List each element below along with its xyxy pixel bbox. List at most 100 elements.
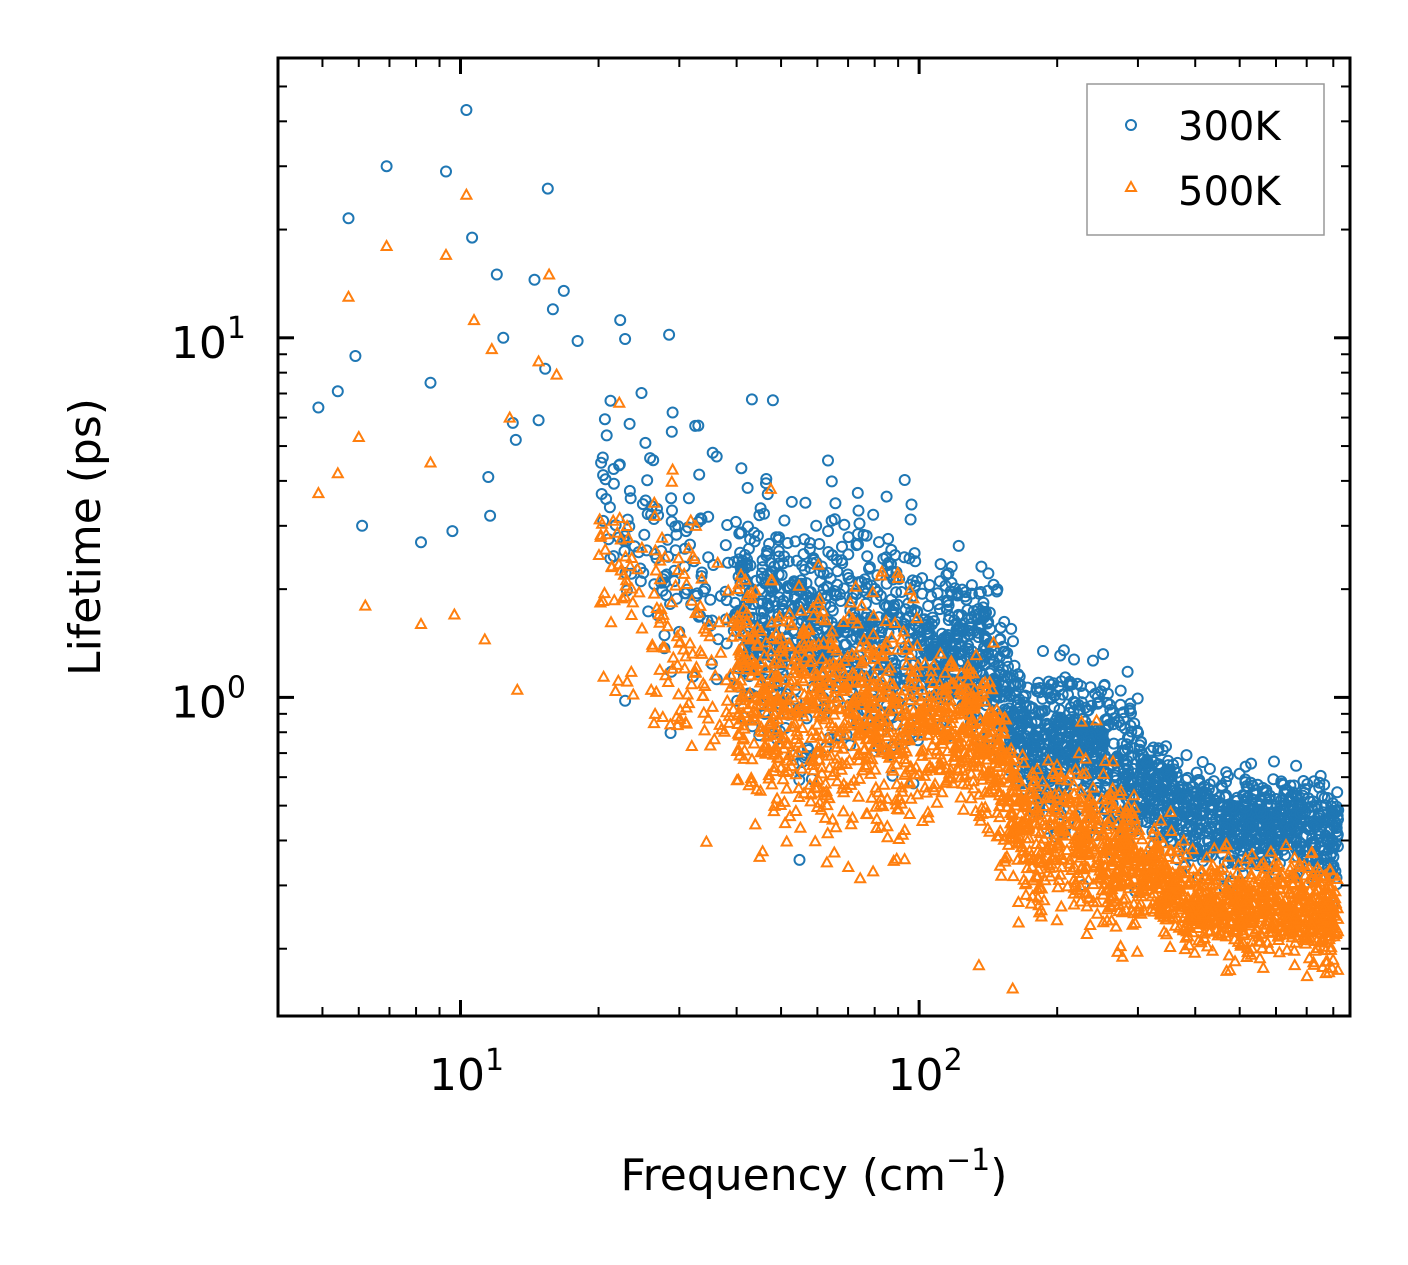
data-point [1199, 794, 1212, 806]
data-point [758, 746, 773, 759]
data-point [697, 621, 711, 634]
data-point [899, 657, 914, 670]
data-point [1163, 844, 1177, 857]
data-point [1153, 772, 1166, 785]
data-point [762, 771, 776, 784]
data-point [920, 626, 933, 639]
data-point [1128, 916, 1142, 929]
data-point [1049, 769, 1063, 782]
data-point [830, 643, 844, 656]
data-point [695, 646, 709, 659]
data-point [986, 648, 999, 661]
data-point [1021, 681, 1034, 694]
data-point [624, 492, 637, 505]
data-point [682, 492, 695, 505]
data-point [596, 593, 610, 606]
data-point [1148, 756, 1161, 768]
data-point [604, 615, 618, 628]
data-point [691, 587, 704, 600]
data-point [982, 616, 995, 629]
data-point [1069, 696, 1082, 709]
data-point [1220, 881, 1234, 894]
data-point [816, 677, 830, 690]
data-point [615, 591, 630, 604]
data-point [1299, 899, 1313, 912]
data-point [794, 603, 808, 616]
data-point [1159, 869, 1173, 882]
data-point [742, 520, 754, 533]
data-point [1132, 822, 1146, 835]
data-point [691, 605, 706, 618]
data-point [906, 591, 921, 604]
data-point [834, 595, 847, 607]
data-point [764, 644, 778, 657]
data-point [1310, 860, 1325, 873]
data-point [940, 692, 955, 705]
data-point [1245, 941, 1259, 954]
data-point [655, 530, 669, 543]
data-point [1163, 804, 1178, 817]
data-point [822, 525, 835, 538]
data-point [688, 551, 702, 564]
data-point [741, 689, 756, 702]
data-point [782, 580, 794, 593]
data-point [1262, 941, 1277, 954]
data-point [810, 519, 823, 532]
data-point [1255, 941, 1269, 954]
data-point [954, 666, 968, 679]
data-point [829, 497, 842, 510]
data-point [684, 513, 698, 526]
data-point [956, 720, 970, 733]
data-point [539, 362, 552, 375]
data-point [1011, 708, 1024, 721]
data-point [765, 615, 779, 628]
data-point [841, 568, 854, 581]
data-point [822, 735, 837, 748]
data-point [1079, 766, 1093, 779]
data-point [811, 557, 825, 570]
data-point [1150, 787, 1163, 800]
data-point [772, 609, 787, 622]
data-point [1216, 860, 1230, 873]
data-point [1099, 883, 1114, 896]
data-point [827, 702, 841, 715]
data-point [707, 732, 722, 745]
data-point [863, 562, 875, 575]
data-point [952, 539, 965, 552]
data-point [897, 624, 911, 637]
data-point [1012, 668, 1025, 681]
data-point [760, 473, 773, 485]
data-point [342, 212, 355, 225]
data-point [645, 640, 660, 653]
data-point [956, 763, 970, 776]
data-point [734, 584, 747, 597]
data-point [898, 551, 911, 564]
data-point [890, 690, 904, 703]
data-point [661, 619, 675, 632]
data-point [799, 496, 812, 509]
data-point [1092, 816, 1106, 829]
data-point [1283, 869, 1297, 882]
data-point [896, 645, 909, 658]
data-point [1287, 850, 1302, 863]
data-point [822, 760, 837, 773]
data-point [1223, 870, 1238, 883]
data-point [1095, 792, 1109, 805]
data-point [1001, 837, 1016, 850]
data-point [596, 669, 611, 682]
data-point [952, 648, 965, 661]
data-point [620, 674, 634, 687]
data-point [778, 672, 793, 685]
data-point [424, 376, 437, 389]
data-point [773, 656, 788, 669]
data-point [649, 563, 663, 576]
data-point [974, 689, 988, 702]
data-point [1020, 861, 1034, 874]
data-point [884, 630, 899, 643]
data-point [719, 539, 732, 552]
data-point [1235, 876, 1249, 889]
data-point [756, 724, 770, 737]
data-point [772, 727, 787, 740]
data-point [1186, 870, 1201, 883]
data-point [882, 725, 897, 738]
